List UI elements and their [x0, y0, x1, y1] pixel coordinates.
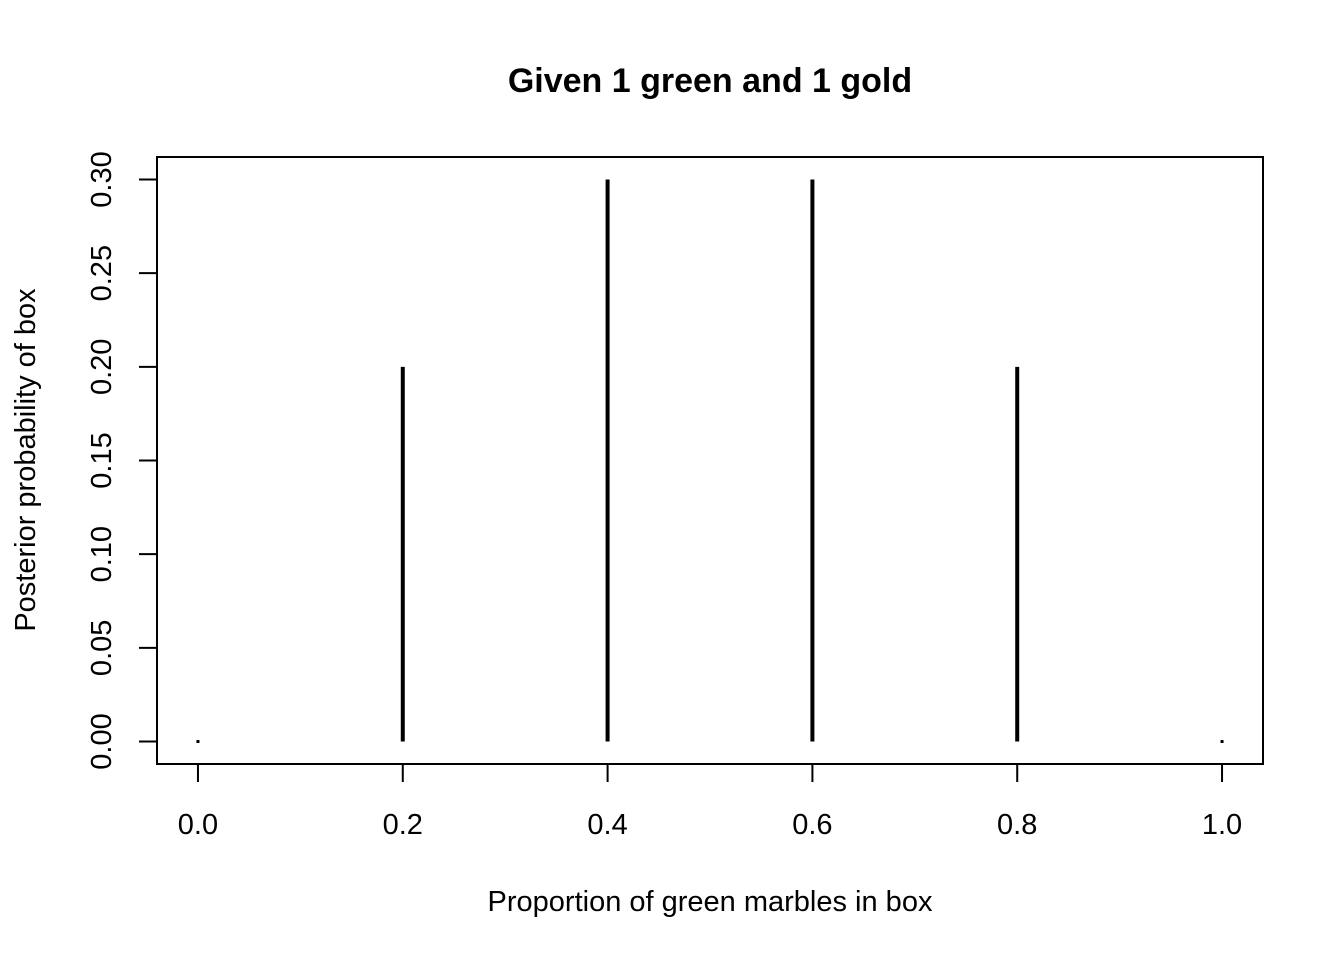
data-spike — [196, 740, 200, 744]
data-spike — [1220, 740, 1224, 744]
y-axis: 0.00 0.05 0.10 0.15 0.20 0.25 0.30 — [86, 151, 158, 770]
y-tick-label: 0.20 — [86, 339, 118, 395]
x-tick-label: 1.0 — [1202, 809, 1242, 841]
y-tick-label: 0.10 — [86, 526, 118, 582]
data-spikes — [196, 179, 1224, 744]
y-tick-label: 0.15 — [86, 432, 118, 488]
plot-frame — [156, 156, 1264, 765]
y-tick-label: 0.00 — [86, 713, 118, 769]
x-axis: 0.0 0.2 0.4 0.6 0.8 1.0 — [178, 763, 1242, 841]
x-tick-label: 0.8 — [997, 809, 1037, 841]
chart-title: Given 1 green and 1 gold — [508, 62, 912, 100]
y-axis-label: Posterior probability of box — [10, 288, 42, 632]
x-tick-label: 0.2 — [383, 809, 423, 841]
x-tick-label: 0.0 — [178, 809, 218, 841]
x-axis-label: Proportion of green marbles in box — [488, 886, 933, 918]
x-tick-label: 0.6 — [792, 809, 832, 841]
y-tick-label: 0.30 — [86, 151, 118, 207]
x-tick-label: 0.4 — [587, 809, 627, 841]
y-tick-label: 0.25 — [86, 245, 118, 301]
y-tick-label: 0.05 — [86, 620, 118, 676]
